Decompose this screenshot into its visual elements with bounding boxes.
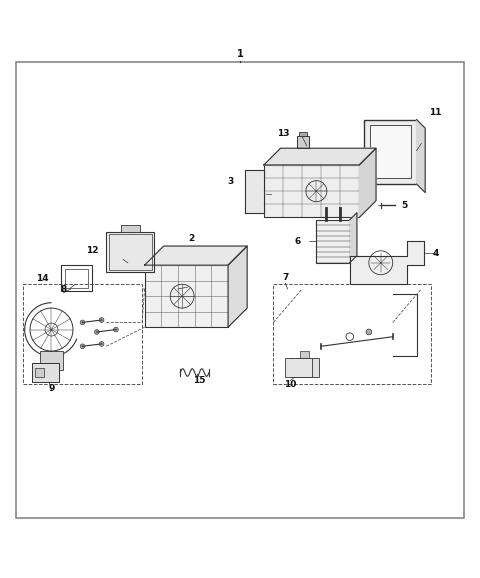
Bar [264,165,360,217]
Bar [39,351,63,370]
Bar [61,265,92,291]
Text: 9: 9 [48,384,55,393]
Polygon shape [350,241,424,284]
Text: 14: 14 [36,274,48,283]
Bar [290,358,319,377]
Circle shape [80,320,85,325]
Polygon shape [264,148,376,165]
Bar [274,284,431,384]
Bar [370,125,411,178]
Text: 15: 15 [193,376,206,385]
Bar [120,225,140,232]
Circle shape [114,327,118,332]
Bar [316,220,350,263]
Text: 4: 4 [432,249,439,258]
Bar [107,232,154,272]
Bar [364,120,417,184]
Bar [65,269,88,288]
Text: 8: 8 [60,284,67,294]
Text: 5: 5 [401,201,408,210]
Text: 1: 1 [237,49,243,59]
Bar [285,358,312,377]
Text: 3: 3 [228,177,234,186]
Text: 11: 11 [430,108,442,117]
Polygon shape [144,246,247,265]
Bar [300,351,309,358]
Polygon shape [350,213,357,263]
Circle shape [99,318,104,323]
Circle shape [99,342,104,346]
Bar [297,136,309,148]
Text: 7: 7 [282,273,288,281]
Circle shape [95,329,99,334]
Polygon shape [228,246,247,327]
Bar [23,284,142,384]
Circle shape [366,329,372,335]
Bar [33,363,59,382]
Circle shape [80,344,85,349]
Polygon shape [417,120,425,192]
Bar [144,265,228,327]
Bar [299,132,307,136]
Text: 6: 6 [294,237,300,246]
Text: 2: 2 [188,235,194,243]
Bar [35,368,44,377]
Text: 10: 10 [284,380,296,389]
Polygon shape [360,148,376,217]
Text: 13: 13 [276,129,289,138]
Bar [109,234,152,270]
Text: 12: 12 [86,246,98,255]
Polygon shape [245,170,264,213]
